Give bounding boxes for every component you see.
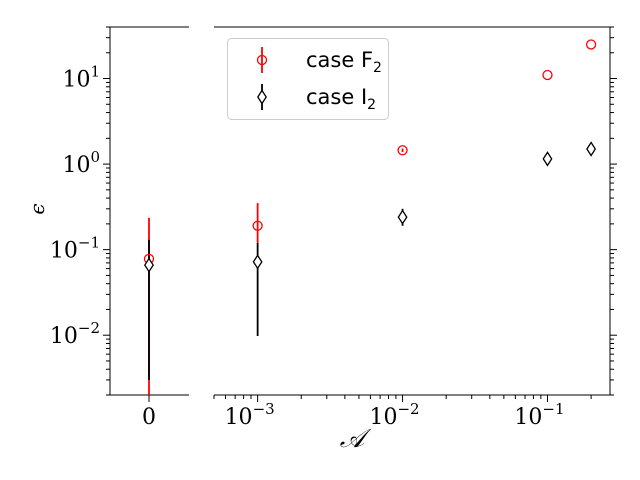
x-tick-label-zero: 0 [142,405,156,430]
x-tick-label: 10−1 [514,400,564,430]
data-point-case-i2 [397,209,408,225]
y-tick-label: 100 [62,148,100,178]
legend-marker [256,54,268,66]
x-tick-label: 10−3 [225,400,275,430]
legend-label: case I2 [306,85,376,113]
y-axis-label: ϵ [25,203,49,214]
right-panel [214,26,611,396]
y-tick-label: 10−1 [50,234,100,264]
legend: case F2 case I2 [227,38,389,120]
data-point-case-i2 [542,151,553,167]
tick-marks [103,26,617,402]
data-marks [143,39,597,395]
tick-labels: 101 100 10−1 10−2 0 10−3 10−2 10−1 [50,63,565,430]
data-point-case-i2 [144,257,154,273]
x-tick-label: 10−2 [369,400,419,430]
data-point-case-i2 [252,254,263,270]
legend-label: case F2 [306,48,382,76]
y-tick-label: 101 [62,63,100,93]
data-point-case-f2 [585,39,597,50]
legend-frame [227,38,389,120]
data-point-case-f2 [252,220,263,231]
data-point-case-f2 [542,69,553,81]
data-point-case-f2 [397,145,408,156]
legend-marker [257,89,267,105]
data-point-case-i2 [586,141,597,157]
x-axis-label: 𝒜 [340,424,372,454]
y-tick-label: 10−2 [50,319,100,349]
